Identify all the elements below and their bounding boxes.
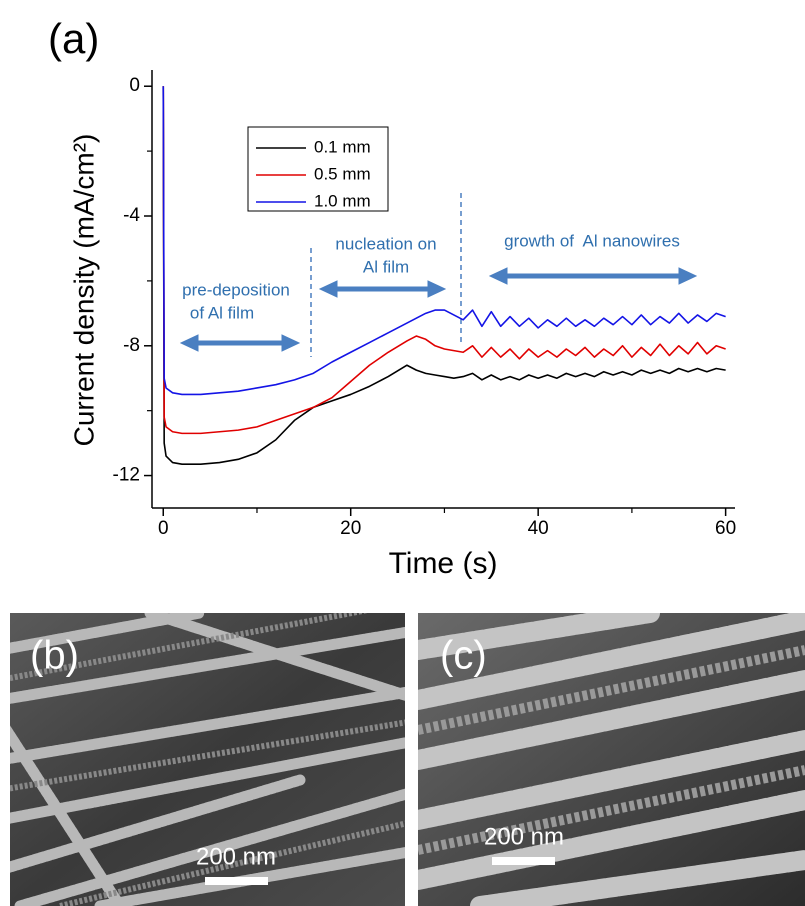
x-tick-label: 0 bbox=[158, 518, 169, 539]
legend-label: 0.5 mm bbox=[314, 164, 371, 183]
phase-arrows bbox=[179, 267, 698, 352]
annotation: nucleation on bbox=[335, 234, 436, 253]
x-axis-title: Time (s) bbox=[389, 547, 498, 580]
phase-dividers bbox=[310, 193, 462, 357]
annotation: pre-deposition bbox=[182, 280, 290, 299]
legend-box bbox=[247, 126, 389, 212]
sem-image-b bbox=[10, 613, 405, 906]
legend-label: 1.0 mm bbox=[314, 191, 371, 210]
x-tick-label: 40 bbox=[528, 518, 549, 539]
annotation: of Al film bbox=[190, 303, 254, 322]
series-line bbox=[162, 86, 726, 435]
y-tick-label: -8 bbox=[123, 335, 140, 356]
scale-bar bbox=[492, 857, 555, 865]
legend-label: 0.1 mm bbox=[314, 137, 371, 156]
y-tick-label: -12 bbox=[113, 465, 140, 486]
series-line bbox=[162, 86, 726, 396]
y-axis-title: Current density (mA/cm²) bbox=[68, 134, 99, 447]
annotation: growth of Al nanowires bbox=[504, 231, 680, 250]
x-tick-label: 20 bbox=[340, 518, 361, 539]
scale-label: 200 nm bbox=[484, 823, 564, 850]
scale-bar bbox=[205, 877, 268, 885]
annotation: Al film bbox=[363, 257, 409, 276]
x-tick-label: 60 bbox=[715, 518, 736, 539]
scale-label: 200 nm bbox=[196, 843, 276, 870]
panel-label: (c) bbox=[440, 634, 487, 678]
y-tick-label: -4 bbox=[123, 205, 140, 226]
sem-image-c bbox=[418, 613, 805, 906]
panel-label: (a) bbox=[48, 15, 99, 62]
panel-label: (b) bbox=[30, 634, 79, 678]
y-tick-label: 0 bbox=[129, 75, 140, 96]
series-line bbox=[162, 86, 726, 465]
